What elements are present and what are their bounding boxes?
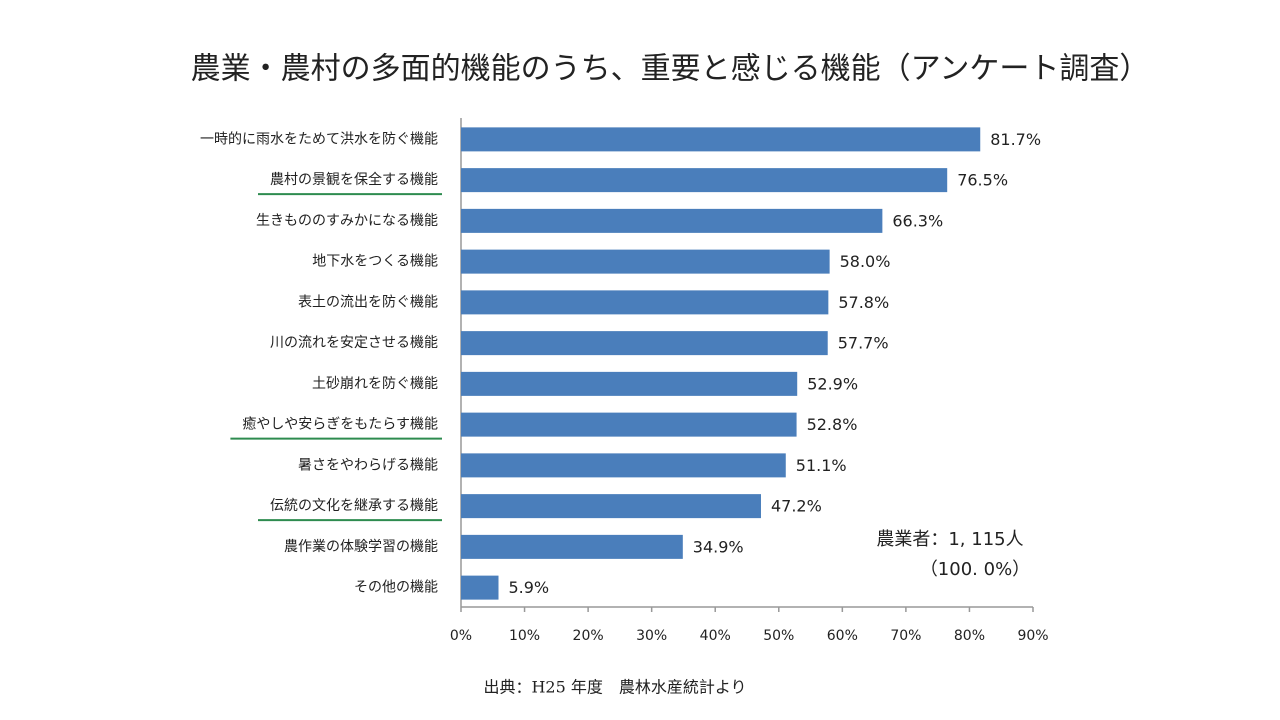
bar — [461, 453, 786, 478]
x-tick-label: 30% — [636, 628, 667, 644]
value-label: 76.5% — [957, 171, 1008, 190]
value-label: 5.9% — [508, 578, 549, 597]
value-label: 81.7% — [990, 130, 1041, 149]
chart-title: 農業・農村の多面的機能のうち、重要と感じる機能（アンケート調査） — [191, 52, 1150, 87]
x-tick-label: 50% — [763, 628, 794, 644]
value-label: 47.2% — [771, 497, 822, 516]
value-label: 57.7% — [838, 334, 889, 353]
value-label: 52.9% — [807, 374, 858, 393]
annotation: （100. 0%） — [920, 559, 1030, 580]
bar — [461, 249, 830, 274]
x-tick-label: 10% — [509, 628, 540, 644]
bar — [461, 208, 883, 233]
x-tick-label: 0% — [450, 628, 472, 644]
bar — [461, 534, 683, 559]
category-label: 地下水をつくる機能 — [312, 254, 438, 270]
category-label: 癒やしや安らぎをもたらす機能 — [242, 417, 438, 433]
value-label: 34.9% — [693, 537, 744, 556]
value-label: 51.1% — [796, 456, 847, 475]
x-tick-label: 70% — [890, 628, 921, 644]
category-label: 一時的に雨水をためて洪水を防ぐ機能 — [200, 131, 438, 147]
category-label: 暑さをやわらげる機能 — [298, 457, 438, 473]
bar — [461, 127, 981, 152]
x-tick-label: 60% — [827, 628, 858, 644]
category-label: 伝統の文化を継承する機能 — [270, 498, 438, 514]
value-label: 58.0% — [840, 252, 891, 271]
category-label: 生きもののすみかになる機能 — [256, 213, 438, 229]
x-tick-label: 40% — [700, 628, 731, 644]
category-label: その他の機能 — [354, 580, 438, 596]
x-tick-label: 80% — [954, 628, 985, 644]
value-label: 57.8% — [838, 293, 889, 312]
bar — [461, 494, 761, 519]
annotation: 農業者：1, 115人 — [876, 529, 1023, 550]
category-label: 農村の景観を保全する機能 — [270, 171, 438, 188]
x-tick-label: 20% — [573, 628, 604, 644]
category-label: 農作業の体験学習の機能 — [284, 539, 438, 555]
bar — [461, 371, 798, 396]
x-tick-label: 90% — [1017, 628, 1048, 644]
bar — [461, 412, 797, 437]
bar — [461, 331, 828, 356]
value-label: 66.3% — [892, 211, 943, 230]
bar — [461, 168, 948, 193]
category-label: 川の流れを安定させる機能 — [270, 335, 438, 351]
bar — [461, 290, 829, 315]
category-label: 土砂崩れを防ぐ機能 — [312, 376, 438, 392]
bar — [461, 575, 499, 600]
value-label: 52.8% — [807, 415, 858, 434]
category-label: 表土の流出を防ぐ機能 — [298, 294, 438, 310]
source-note: 出典：H25 年度 農林水産統計より — [483, 678, 746, 697]
